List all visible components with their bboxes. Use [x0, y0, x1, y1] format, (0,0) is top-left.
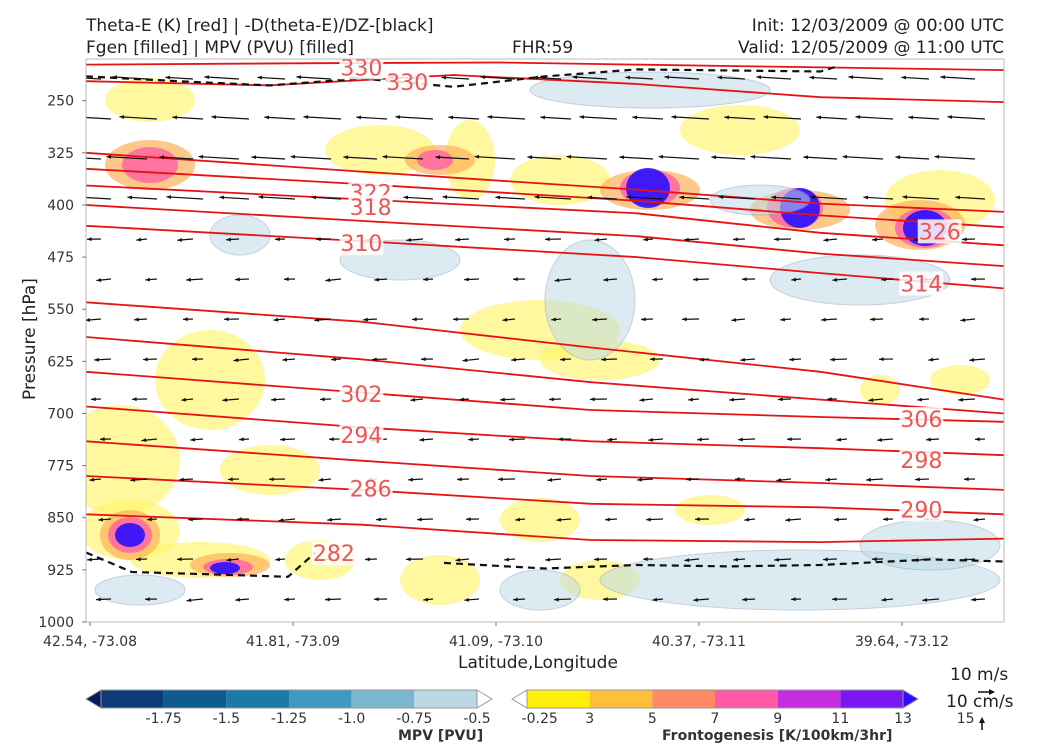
y-tick-label-625: 625 [47, 354, 74, 370]
fgen-colorbar-tick-1: 5 [648, 711, 657, 727]
x-tick-label-2: 41.09, -73.10 [449, 634, 543, 650]
y-tick-label-550: 550 [47, 302, 74, 318]
theta-e-label-6: 314 [900, 273, 942, 298]
theta-e-label-0: 330 [340, 56, 382, 81]
mpv-colorbar-label: MPV [PVU] [398, 728, 484, 744]
mpv-colorbar-tick-0: -1.75 [146, 711, 182, 727]
mpv-colorbar-tick-6: -0.25 [522, 711, 558, 727]
x-tick-label-1: 41.81, -73.09 [246, 634, 340, 650]
y-tick-label-250: 250 [47, 94, 74, 110]
forecast-hour: FHR:59 [512, 38, 574, 58]
theta-e-label-5: 326 [919, 220, 961, 245]
wind-key-horizontal-label: 10 m/s [950, 665, 1009, 685]
theta-e-label-7: 302 [340, 383, 382, 408]
chart-title-line1: Theta-E (K) [red] | -D(theta-E)/DZ-[blac… [86, 16, 434, 36]
valid-time: Valid: 12/05/2009 @ 11:00 UTC [738, 38, 1004, 58]
mpv-colorbar-tick-5: -0.5 [463, 711, 490, 727]
fgen-colorbar-tick-3: 9 [773, 711, 782, 727]
wind-vectors [86, 75, 986, 603]
fgen-colorbar: 3 5 7 9 11 13 15 [511, 689, 975, 727]
mpv-colorbar-tick-3: -1.0 [338, 711, 365, 727]
chart-title-line2: Fgen [filled] | MPV (PVU) [filled] [86, 38, 355, 58]
x-tick-label-4: 39.64, -73.12 [855, 634, 949, 650]
theta-e-label-12: 290 [900, 498, 942, 523]
x-tick-label-0: 42.54, -73.08 [43, 634, 137, 650]
y-tick-label-700: 700 [47, 406, 74, 422]
fgen-colorbar-tick-6: 15 [957, 711, 975, 727]
fgen-colorbar-tick-2: 7 [711, 711, 720, 727]
plot-area [86, 59, 1004, 622]
y-tick-label-1000: 1000 [38, 615, 74, 631]
init-time: Init: 12/03/2009 @ 00:00 UTC [751, 16, 1004, 36]
mpv-colorbar-tick-4: -0.75 [396, 711, 432, 727]
dthetae-dz-contours [86, 64, 1004, 578]
fgen-colorbar-tick-4: 11 [831, 711, 849, 727]
y-axis-label: Pressure [hPa] [20, 278, 40, 400]
y-tick-label-925: 925 [47, 563, 74, 579]
x-tick-label-3: 40.37, -73.11 [652, 634, 746, 650]
theta-e-contours [86, 61, 1004, 544]
mpv-colorbar: -1.75 -1.5 -1.25 -1.0 -0.75 -0.5 -0.25 [85, 689, 558, 727]
y-tick-label-850: 850 [47, 511, 74, 527]
theta-e-label-10: 298 [900, 449, 942, 474]
y-tick-label-475: 475 [47, 250, 74, 266]
mpv-colorbar-tick-1: -1.5 [213, 711, 240, 727]
theta-e-label-9: 294 [340, 424, 382, 449]
theta-e-label-3: 318 [350, 196, 392, 221]
mpv-colorbar-tick-2: -1.25 [271, 711, 307, 727]
fgen-colorbar-label: Frontogenesis [K/100km/3hr] [662, 728, 893, 744]
y-tick-label-325: 325 [47, 146, 74, 162]
theta-e-label-13: 282 [313, 542, 355, 567]
theta-e-label-11: 286 [350, 478, 392, 503]
theta-e-label-1: 330 [386, 71, 428, 96]
x-axis-label: Latitude,Longitude [458, 653, 618, 673]
fgen-colorbar-tick-5: 13 [894, 711, 912, 727]
y-tick-label-775: 775 [47, 459, 74, 475]
wind-key-vertical-label: 10 cm/s [946, 692, 1014, 712]
plot-frame [85, 58, 1005, 623]
fgen-colorbar-tick-0: 3 [585, 711, 594, 727]
y-tick-label-400: 400 [47, 198, 74, 214]
theta-e-label-8: 306 [900, 408, 942, 433]
theta-e-label-4: 310 [340, 232, 382, 257]
